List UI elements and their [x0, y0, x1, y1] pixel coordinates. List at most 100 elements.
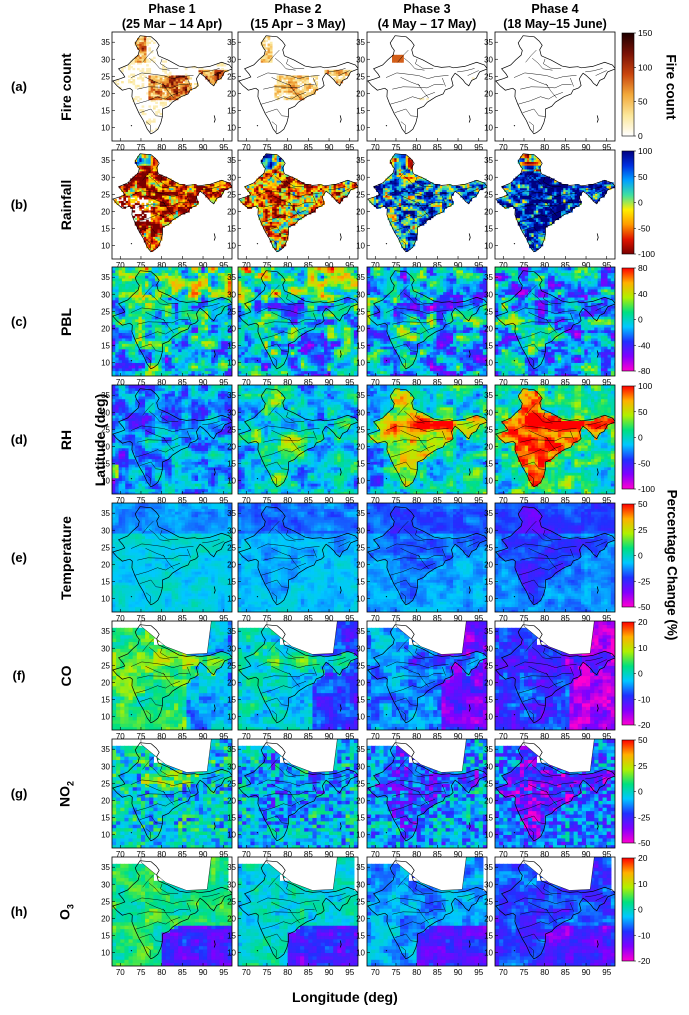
y-tick-label: 30: [227, 55, 236, 64]
y-tick-label: 30: [484, 644, 493, 653]
y-tick-label: 10: [356, 358, 365, 367]
panel-frame: [111, 620, 233, 731]
row-name-7: NO2: [57, 780, 76, 806]
y-tick-label: 15: [356, 459, 365, 468]
x-tick-label: 75: [392, 850, 401, 859]
y-tick-label: 25: [101, 897, 110, 906]
y-tick-label: 30: [227, 644, 236, 653]
panel-r6-c4: 70 75 80 85 90 95 35 30 25 20 15 10: [484, 620, 616, 741]
x-tick-label: 95: [474, 614, 483, 623]
colorbar-tick-label: -50: [638, 458, 651, 468]
y-tick-label: 25: [101, 779, 110, 788]
x-tick-label: 80: [157, 378, 166, 387]
y-tick-label: 35: [227, 391, 236, 400]
x-tick-label: 90: [454, 143, 463, 152]
x-tick-label: 85: [178, 732, 187, 741]
phase-header-1: Phase 1 (25 Mar – 14 Apr): [110, 2, 234, 32]
x-tick-label: 70: [499, 143, 508, 152]
x-tick-label: 75: [137, 732, 146, 741]
colorbar-tick-label: 50: [638, 172, 648, 182]
y-tick-label: 10: [356, 594, 365, 603]
x-tick-label: 90: [325, 378, 334, 387]
x-tick-label: 80: [540, 143, 549, 152]
x-tick-label: 80: [283, 850, 292, 859]
panel-frame: [494, 149, 616, 260]
y-tick-label: 10: [356, 948, 365, 957]
x-tick-label: 70: [371, 143, 380, 152]
panel-frame: [111, 502, 233, 613]
colorbar-tick-label: 80: [638, 263, 648, 273]
x-tick-label: 90: [199, 850, 208, 859]
x-tick-label: 85: [178, 496, 187, 505]
x-tick-label: 95: [345, 261, 354, 270]
x-tick-label: 80: [540, 496, 549, 505]
x-tick-label: 85: [433, 143, 442, 152]
phase-title: Phase 3: [365, 2, 489, 17]
y-tick-label: 30: [101, 290, 110, 299]
x-tick-label: 80: [157, 143, 166, 152]
y-tick-label: 15: [356, 106, 365, 115]
panel-frame: [237, 620, 359, 731]
x-tick-label: 80: [412, 143, 421, 152]
x-tick-label: 95: [602, 968, 611, 977]
y-tick-label: 35: [484, 627, 493, 636]
x-tick-label: 85: [561, 732, 570, 741]
y-tick-label: 35: [101, 391, 110, 400]
colorbar-tick-label: 20: [638, 853, 648, 863]
x-tick-label: 90: [582, 378, 591, 387]
row-name-6: CO: [58, 665, 74, 686]
panel-frame: [111, 31, 233, 142]
y-tick-label: 10: [227, 948, 236, 957]
y-tick-label: 15: [484, 695, 493, 704]
x-tick-label: 80: [540, 968, 549, 977]
phase-dates: (15 Apr – 3 May): [236, 17, 360, 32]
x-tick-label: 85: [433, 261, 442, 270]
panel-frame: [494, 266, 616, 377]
x-tick-label: 85: [561, 261, 570, 270]
panel-frame: [111, 738, 233, 849]
india-outline: [112, 506, 232, 606]
y-tick-label: 25: [484, 779, 493, 788]
x-tick-label: 85: [561, 496, 570, 505]
y-tick-label: 15: [227, 577, 236, 586]
y-tick-label: 15: [356, 695, 365, 704]
x-tick-label: 85: [304, 143, 313, 152]
panel-frame: [366, 738, 488, 849]
colorbar-tick-label: 0: [638, 905, 643, 915]
y-tick-label: 35: [484, 273, 493, 282]
x-tick-label: 90: [454, 261, 463, 270]
colorbar-3: 80 40 0 -40 -80: [621, 263, 651, 376]
y-tick-label: 15: [227, 813, 236, 822]
y-tick-label: 30: [484, 526, 493, 535]
x-tick-label: 85: [561, 968, 570, 977]
x-tick-label: 95: [474, 378, 483, 387]
colorbar-tick-label: -50: [638, 838, 651, 848]
x-tick-label: 75: [392, 261, 401, 270]
colorbar-tick-label: 0: [638, 787, 643, 797]
x-tick-label: 70: [242, 732, 251, 741]
x-tick-label: 80: [540, 614, 549, 623]
x-tick-label: 80: [283, 378, 292, 387]
x-tick-label: 90: [454, 378, 463, 387]
india-outline: [367, 742, 487, 842]
panel-frame: [237, 149, 359, 260]
india-outline: [112, 624, 232, 724]
y-tick-label: 15: [356, 577, 365, 586]
x-tick-label: 85: [178, 378, 187, 387]
x-tick-label: 70: [499, 732, 508, 741]
x-tick-label: 85: [561, 143, 570, 152]
x-tick-label: 85: [178, 614, 187, 623]
y-tick-label: 30: [484, 173, 493, 182]
phase-title: Phase 4: [493, 2, 617, 17]
row-letter-6: (f): [4, 668, 34, 683]
india-outline: [367, 388, 487, 488]
y-tick-label: 35: [356, 273, 365, 282]
x-tick-label: 70: [242, 968, 251, 977]
x-tick-label: 70: [116, 968, 125, 977]
x-tick-label: 95: [345, 732, 354, 741]
y-tick-label: 20: [484, 560, 493, 569]
panel-r5-c4: 70 75 80 85 90 95 35 30 25 20 15 10: [484, 502, 616, 623]
x-tick-label: 80: [157, 732, 166, 741]
colorbar-tick-label: 50: [638, 735, 648, 745]
x-tick-label: 75: [263, 968, 272, 977]
